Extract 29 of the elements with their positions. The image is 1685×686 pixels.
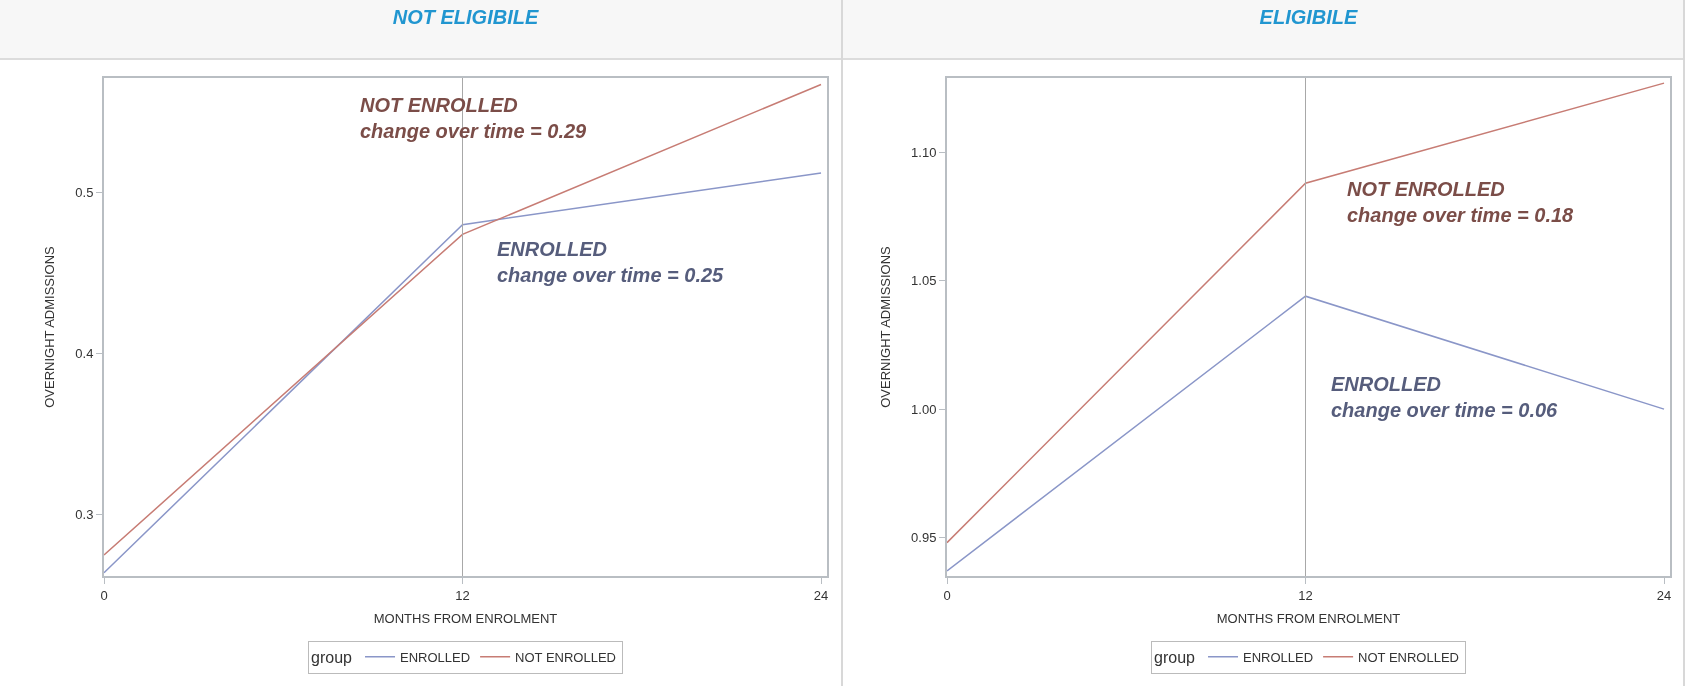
- y-tick-label: 0.5: [75, 184, 94, 200]
- legend-label: ENROLLED: [400, 649, 471, 665]
- annotation: NOT ENROLLED change over time = 0.29: [360, 94, 588, 142]
- x-tick-label: 24: [813, 587, 829, 603]
- legend-label: NOT ENROLLED: [515, 649, 617, 665]
- x-tick-label: 24: [1656, 587, 1671, 603]
- legend-label: NOT ENROLLED: [1357, 649, 1459, 665]
- y-tick-label: 0.95: [910, 530, 936, 546]
- y-tick-label: 1.00: [910, 401, 936, 417]
- y-tick-label: 1.10: [910, 144, 936, 160]
- chart-title: NOT ELIGIBILE: [392, 6, 539, 28]
- legend-title: group: [311, 648, 353, 666]
- annotation: ENROLLED change over time = 0.25: [497, 238, 725, 286]
- y-tick-label: 1.05: [910, 273, 936, 289]
- x-tick-label: 12: [455, 587, 470, 603]
- x-tick-label: 12: [1297, 587, 1313, 603]
- legend-label: ENROLLED: [1242, 649, 1313, 665]
- legend-title: group: [1153, 648, 1195, 666]
- x-tick-label: 0: [100, 587, 108, 603]
- y-tick-label: 0.3: [75, 507, 94, 523]
- x-axis-title: MONTHS FROM ENROLMENT: [373, 610, 558, 626]
- y-axis-title: OVERNIGHT ADMISSIONS: [877, 245, 893, 408]
- chart-title: ELIGIBILE: [1259, 6, 1358, 28]
- annotation: ENROLLED change over time = 0.06: [1330, 373, 1558, 421]
- y-tick-label: 0.4: [75, 346, 94, 362]
- y-axis-title: OVERNIGHT ADMISSIONS: [41, 245, 57, 408]
- x-axis-title: MONTHS FROM ENROLMENT: [1216, 610, 1400, 626]
- annotation: NOT ENROLLED change over time = 0.18: [1346, 178, 1574, 226]
- x-tick-label: 0: [942, 587, 951, 603]
